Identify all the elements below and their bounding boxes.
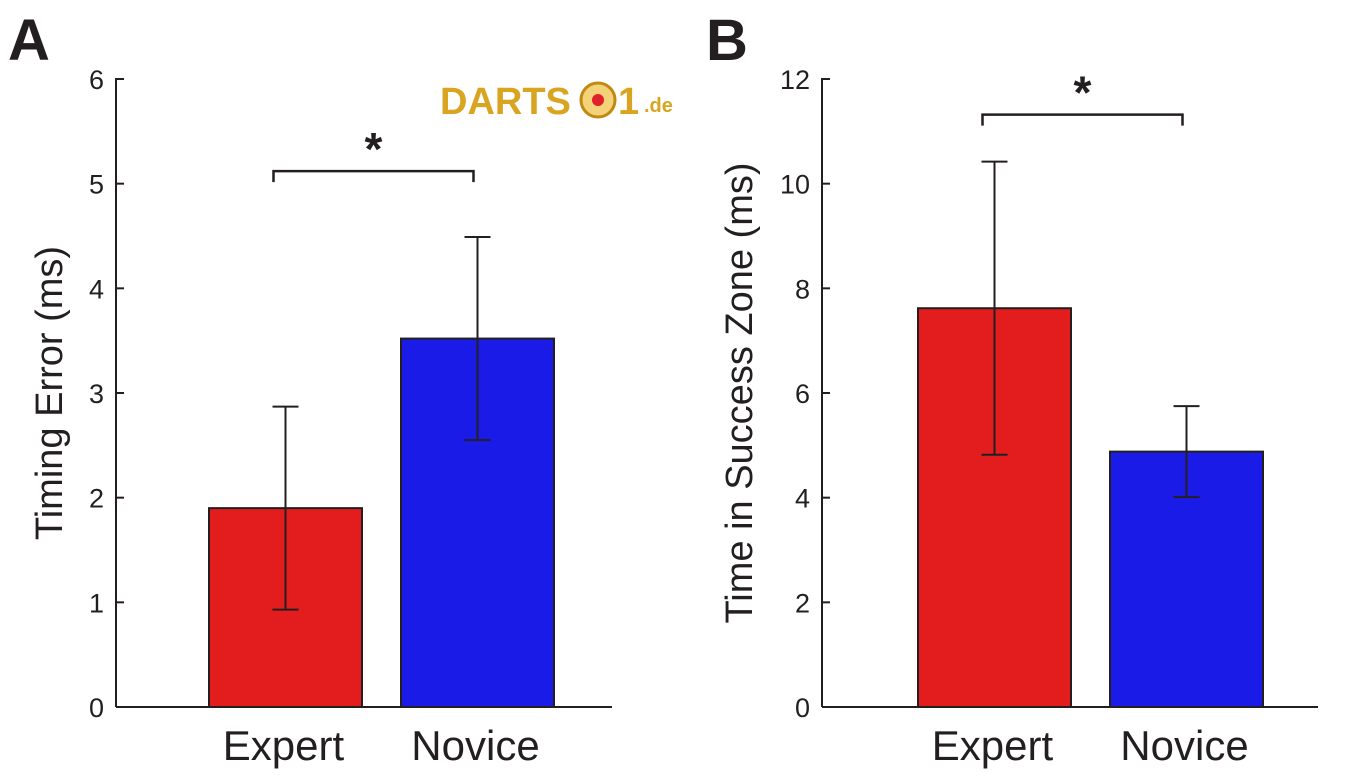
panel-b-y-tick-label: 6 (795, 379, 810, 409)
panel-b-category-label-novice: Novice (1120, 722, 1248, 769)
panel-a-significance-star: * (365, 123, 383, 175)
panel-a-y-tick-label: 1 (89, 588, 104, 618)
panel-b-y-tick-label: 2 (795, 588, 810, 618)
panel-a-significance-bracket (272, 169, 475, 183)
panel-a-y-tick-label: 5 (89, 170, 104, 200)
panel-b-y-tick-label: 0 (795, 693, 810, 723)
panel-a-y-tick-label: 0 (89, 693, 104, 723)
panel-b-letter: B (706, 8, 748, 73)
watermark-text-domain: .de (644, 95, 673, 117)
panel-b-significance-bracket (981, 113, 1184, 126)
panel-b-y-tick-label: 4 (795, 484, 810, 514)
panel-a-category-label-novice: Novice (411, 722, 539, 769)
panel-a-y-axis-title: Timing Error (ms) (29, 246, 71, 540)
watermark-text-number: 1 (618, 81, 639, 123)
panel-b-y-tick-label: 10 (780, 170, 810, 200)
panel-b-y-tick-label: 8 (795, 274, 810, 304)
panel-a-y-tick-label: 3 (89, 379, 104, 409)
panel-a-category-label-expert: Expert (223, 722, 345, 769)
panel-a-y-tick-label: 4 (89, 274, 104, 304)
watermark-bullseye-icon (592, 94, 604, 106)
panel-a-letter: A (8, 8, 50, 73)
panel-b-category-label-expert: Expert (932, 722, 1054, 769)
panel-b-significance-star: * (1074, 67, 1092, 119)
panel-b-y-axis-title: Time in Success Zone (ms) (719, 162, 761, 623)
watermark-logo: DARTS 1 .de (440, 81, 673, 123)
panel-a: A 0 1 2 3 4 5 6 Expert Novice Timing Error (ms) * (8, 8, 612, 769)
panel-a-y-tick-label: 6 (89, 65, 104, 95)
panel-b-y-tick-label: 12 (780, 65, 810, 95)
panel-a-y-tick-label: 2 (89, 484, 104, 514)
watermark-text-darts: DARTS (440, 81, 571, 123)
panel-b: B 0 2 4 6 8 10 12 Expert Novice Time in Success Zo… (706, 8, 1318, 769)
